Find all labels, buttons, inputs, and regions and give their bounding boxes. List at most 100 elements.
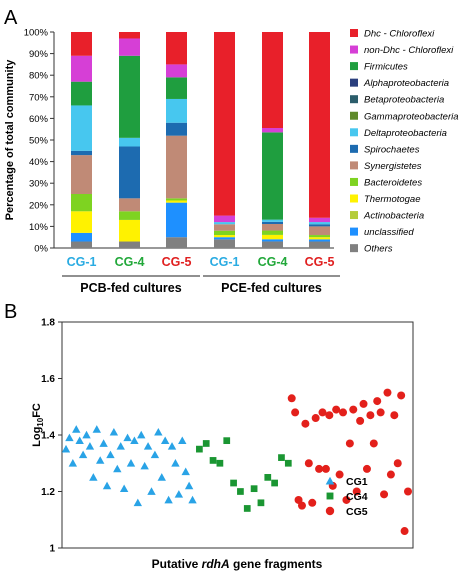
data-point bbox=[196, 445, 203, 453]
group-label: PCB-fed cultures bbox=[80, 281, 181, 295]
data-point bbox=[297, 501, 306, 510]
bar-segment bbox=[119, 241, 140, 248]
bar-segment bbox=[71, 241, 92, 248]
data-point bbox=[116, 442, 125, 450]
panel-b-y-tick-label: 1 bbox=[49, 544, 55, 555]
panel-b-legend: CG1 CG4 CG5 bbox=[325, 476, 368, 518]
panel-a-axes: 0% 10% 20% 30% 40% 50% 60% 70% 80% 90% 100% bbox=[24, 28, 334, 255]
bar-segment bbox=[166, 98, 187, 123]
panel-b-y-axis-label: Log10FC bbox=[31, 403, 45, 447]
bar-segment bbox=[262, 241, 283, 248]
data-point bbox=[349, 405, 358, 414]
bar-segment bbox=[166, 77, 187, 99]
data-point bbox=[164, 495, 173, 504]
data-point bbox=[332, 405, 341, 414]
bar-segment bbox=[214, 230, 235, 236]
bar-segment bbox=[214, 222, 235, 225]
data-point bbox=[404, 487, 412, 496]
data-point bbox=[126, 459, 136, 467]
data-point bbox=[325, 476, 335, 485]
panel-a-chart: A Percentage of total community 0% 10% 20%… bbox=[4, 7, 459, 295]
data-point bbox=[147, 487, 156, 495]
data-point bbox=[184, 481, 194, 490]
data-point bbox=[202, 440, 210, 447]
bar-segment bbox=[262, 32, 283, 128]
data-point bbox=[102, 481, 112, 490]
legend-label: Firmicutes bbox=[364, 62, 408, 73]
bar-segment bbox=[119, 55, 140, 138]
data-point bbox=[75, 436, 84, 445]
bar-segment bbox=[262, 219, 283, 222]
panel-a-y-tick-label: 70% bbox=[29, 92, 49, 103]
bar-segment bbox=[119, 32, 140, 39]
bar-segment bbox=[309, 217, 330, 223]
legend-swatch bbox=[350, 29, 358, 37]
bar-segment bbox=[214, 239, 235, 248]
bar-segment bbox=[214, 215, 235, 223]
bar-segment bbox=[309, 237, 330, 240]
data-point bbox=[287, 394, 296, 403]
legend-swatch bbox=[350, 62, 358, 71]
data-point bbox=[311, 414, 320, 423]
data-point bbox=[369, 439, 378, 448]
data-point bbox=[243, 505, 251, 512]
bar-segment bbox=[262, 224, 283, 231]
data-point bbox=[119, 484, 129, 493]
data-point bbox=[400, 527, 409, 536]
panel-b-y-tick-label: 1.8 bbox=[41, 318, 55, 329]
category-label: CG-5 bbox=[162, 255, 192, 269]
bar-segment bbox=[166, 64, 187, 78]
bar-segment bbox=[262, 221, 283, 224]
legend-label: Deltaproteobacteria bbox=[364, 128, 447, 139]
data-point bbox=[284, 459, 292, 467]
data-point bbox=[137, 430, 146, 439]
bar-segment bbox=[119, 146, 140, 199]
group-label: PCE-fed cultures bbox=[221, 281, 322, 295]
data-point bbox=[376, 408, 385, 417]
legend-label: CG5 bbox=[346, 506, 368, 518]
panel-a-y-tick-label: 40% bbox=[29, 157, 49, 168]
legend-label: Betaproteobacteria bbox=[364, 95, 444, 106]
bar-segment bbox=[309, 224, 330, 227]
bar-segment bbox=[166, 122, 187, 136]
data-point bbox=[143, 442, 153, 450]
legend-swatch bbox=[350, 144, 358, 153]
panel-b-x-label-italic: rdhA bbox=[202, 557, 230, 571]
bar-segment bbox=[71, 232, 92, 242]
bar-segment bbox=[214, 32, 235, 216]
data-point bbox=[82, 430, 91, 439]
panel-b-y-tick-label: 1.6 bbox=[41, 374, 55, 385]
legend-label: Synergistetes bbox=[364, 161, 422, 172]
panel-a-legend: Dhc - Chloroflexi non-Dhc - Chloroflexi Fi… bbox=[350, 29, 459, 255]
data-point bbox=[321, 464, 330, 473]
legend-label: Bacteroidetes bbox=[364, 177, 422, 188]
data-point bbox=[209, 457, 217, 464]
panel-b-x-label-suffix: gene fragments bbox=[230, 557, 323, 571]
panel-b-x-label-prefix: Putative bbox=[152, 557, 202, 571]
data-point bbox=[78, 450, 88, 459]
bar-segment bbox=[71, 32, 92, 56]
bar-segment bbox=[309, 32, 330, 218]
data-point bbox=[397, 391, 406, 400]
bar-segment bbox=[309, 235, 330, 238]
legend-swatch bbox=[350, 45, 358, 54]
data-point bbox=[167, 442, 177, 450]
panel-a-y-tick-label: 20% bbox=[29, 200, 49, 211]
bar-segment bbox=[262, 128, 283, 133]
legend-swatch bbox=[350, 161, 358, 170]
legend-swatch bbox=[350, 111, 358, 120]
data-point bbox=[383, 388, 392, 397]
data-point bbox=[130, 436, 139, 445]
data-point bbox=[174, 490, 184, 498]
data-point bbox=[315, 464, 324, 473]
legend-label: Spirochaetes bbox=[364, 144, 420, 155]
bar-segment bbox=[71, 211, 92, 233]
panel-a-y-tick-label: 0% bbox=[34, 244, 48, 255]
bar-segment bbox=[71, 194, 92, 212]
bar-segment bbox=[71, 155, 92, 194]
bar-segment bbox=[262, 132, 283, 220]
data-point bbox=[339, 408, 348, 417]
panel-a-y-tick-label: 90% bbox=[29, 49, 49, 60]
data-point bbox=[264, 474, 272, 481]
bar-segment bbox=[71, 105, 92, 151]
